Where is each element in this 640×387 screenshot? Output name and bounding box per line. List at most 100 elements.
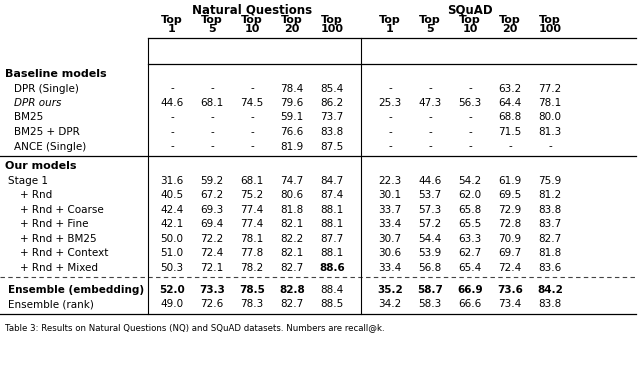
Text: 78.1: 78.1 [538,98,562,108]
Text: -: - [170,113,174,123]
Text: 75.9: 75.9 [538,176,562,186]
Text: 78.1: 78.1 [241,234,264,243]
Text: 66.9: 66.9 [457,284,483,295]
Text: -: - [468,127,472,137]
Text: 72.6: 72.6 [200,299,223,309]
Text: 10: 10 [244,24,260,34]
Text: -: - [210,113,214,123]
Text: 72.2: 72.2 [200,234,223,243]
Text: 34.2: 34.2 [378,299,402,309]
Text: 100: 100 [538,24,561,34]
Text: -: - [428,142,432,151]
Text: 82.1: 82.1 [280,219,303,229]
Text: 83.8: 83.8 [321,127,344,137]
Text: 100: 100 [321,24,344,34]
Text: 57.3: 57.3 [419,205,442,214]
Text: 33.4: 33.4 [378,219,402,229]
Text: -: - [428,113,432,123]
Text: 73.3: 73.3 [199,284,225,295]
Text: 82.7: 82.7 [538,234,562,243]
Text: 25.3: 25.3 [378,98,402,108]
Text: -: - [170,127,174,137]
Text: 88.4: 88.4 [321,284,344,295]
Text: 72.9: 72.9 [499,205,522,214]
Text: 62.7: 62.7 [458,248,482,258]
Text: + Rnd + Fine: + Rnd + Fine [20,219,88,229]
Text: Ensemble (rank): Ensemble (rank) [8,299,94,309]
Text: 66.6: 66.6 [458,299,482,309]
Text: -: - [250,127,254,137]
Text: 85.4: 85.4 [321,84,344,94]
Text: 77.8: 77.8 [241,248,264,258]
Text: 59.2: 59.2 [200,176,223,186]
Text: -: - [250,113,254,123]
Text: 44.6: 44.6 [161,98,184,108]
Text: 83.8: 83.8 [538,299,562,309]
Text: 88.5: 88.5 [321,299,344,309]
Text: + Rnd + BM25: + Rnd + BM25 [20,234,97,243]
Text: Top: Top [499,15,521,25]
Text: Top: Top [419,15,441,25]
Text: 86.2: 86.2 [321,98,344,108]
Text: BM25 + DPR: BM25 + DPR [14,127,80,137]
Text: 30.6: 30.6 [378,248,401,258]
Text: -: - [468,142,472,151]
Text: + Rnd: + Rnd [20,190,52,200]
Text: -: - [388,113,392,123]
Text: 80.0: 80.0 [538,113,561,123]
Text: 53.7: 53.7 [419,190,442,200]
Text: 31.6: 31.6 [161,176,184,186]
Text: Top: Top [161,15,183,25]
Text: 74.5: 74.5 [241,98,264,108]
Text: 83.8: 83.8 [538,205,562,214]
Text: -: - [210,142,214,151]
Text: 63.3: 63.3 [458,234,482,243]
Text: -: - [548,142,552,151]
Text: + Rnd + Context: + Rnd + Context [20,248,108,258]
Text: 88.6: 88.6 [319,262,345,272]
Text: 33.7: 33.7 [378,205,402,214]
Text: SQuAD: SQuAD [447,3,493,17]
Text: 81.2: 81.2 [538,190,562,200]
Text: 20: 20 [284,24,300,34]
Text: 67.2: 67.2 [200,190,223,200]
Text: 87.5: 87.5 [321,142,344,151]
Text: 69.7: 69.7 [499,248,522,258]
Text: 78.4: 78.4 [280,84,303,94]
Text: Natural Questions: Natural Questions [192,3,312,17]
Text: Our models: Our models [5,161,77,171]
Text: 81.3: 81.3 [538,127,562,137]
Text: -: - [428,127,432,137]
Text: -: - [210,84,214,94]
Text: 77.4: 77.4 [241,205,264,214]
Text: Top: Top [539,15,561,25]
Text: + Rnd + Mixed: + Rnd + Mixed [20,262,98,272]
Text: 81.8: 81.8 [538,248,562,258]
Text: 54.4: 54.4 [419,234,442,243]
Text: 53.9: 53.9 [419,248,442,258]
Text: Top: Top [281,15,303,25]
Text: 42.4: 42.4 [161,205,184,214]
Text: 40.5: 40.5 [161,190,184,200]
Text: 52.0: 52.0 [159,284,185,295]
Text: ANCE (Single): ANCE (Single) [14,142,86,151]
Text: 65.5: 65.5 [458,219,482,229]
Text: Ensemble (embedding): Ensemble (embedding) [8,284,144,295]
Text: 58.7: 58.7 [417,284,443,295]
Text: 69.4: 69.4 [200,219,223,229]
Text: 88.1: 88.1 [321,219,344,229]
Text: 78.3: 78.3 [241,299,264,309]
Text: 71.5: 71.5 [499,127,522,137]
Text: Top: Top [459,15,481,25]
Text: 30.1: 30.1 [378,190,401,200]
Text: 35.2: 35.2 [377,284,403,295]
Text: 68.1: 68.1 [200,98,223,108]
Text: 82.7: 82.7 [280,262,303,272]
Text: -: - [508,142,512,151]
Text: Top: Top [241,15,263,25]
Text: 59.1: 59.1 [280,113,303,123]
Text: 82.1: 82.1 [280,248,303,258]
Text: 50.0: 50.0 [161,234,184,243]
Text: 80.6: 80.6 [280,190,303,200]
Text: 42.1: 42.1 [161,219,184,229]
